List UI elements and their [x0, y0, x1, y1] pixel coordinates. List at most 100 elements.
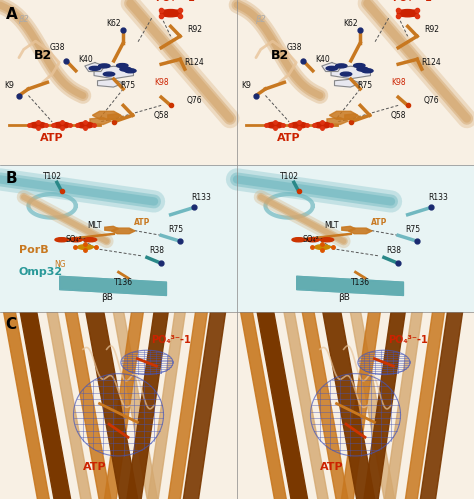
Text: R133: R133 — [428, 193, 448, 202]
Text: PorB: PorB — [19, 245, 48, 255]
Text: MLT: MLT — [88, 221, 102, 230]
Text: T102: T102 — [43, 172, 62, 181]
Text: SO₄²⁻: SO₄²⁻ — [302, 235, 323, 244]
Circle shape — [362, 69, 373, 73]
Text: B: B — [6, 171, 18, 186]
Polygon shape — [348, 228, 372, 234]
Text: G38: G38 — [286, 43, 301, 52]
Circle shape — [306, 238, 319, 242]
Text: Q58: Q58 — [154, 111, 169, 120]
Text: βB: βB — [100, 292, 113, 302]
Text: Q58: Q58 — [391, 111, 406, 120]
Polygon shape — [323, 312, 376, 499]
Text: PO₄³⁻-1: PO₄³⁻-1 — [388, 335, 428, 345]
Text: R75: R75 — [168, 225, 183, 234]
Text: T136: T136 — [114, 278, 133, 287]
Text: Omp32: Omp32 — [19, 267, 63, 277]
Circle shape — [117, 63, 128, 67]
Text: K62: K62 — [344, 18, 358, 27]
Text: R38: R38 — [386, 246, 401, 254]
Text: ATP: ATP — [320, 462, 344, 472]
Text: R124: R124 — [184, 58, 204, 67]
Polygon shape — [20, 312, 72, 499]
Circle shape — [292, 238, 305, 242]
Polygon shape — [90, 118, 111, 124]
Polygon shape — [342, 227, 356, 231]
Text: Q76: Q76 — [187, 96, 202, 105]
Bar — [0, 312, 237, 499]
Polygon shape — [47, 312, 93, 499]
Circle shape — [290, 122, 307, 128]
Polygon shape — [284, 312, 330, 499]
Polygon shape — [86, 312, 139, 499]
Polygon shape — [383, 312, 422, 499]
Text: R75: R75 — [405, 225, 420, 234]
Polygon shape — [167, 312, 207, 499]
Circle shape — [336, 64, 347, 68]
Text: SO₄²⁻: SO₄²⁻ — [65, 235, 86, 244]
Polygon shape — [322, 62, 342, 71]
Text: G38: G38 — [49, 43, 64, 52]
Polygon shape — [94, 66, 134, 79]
Circle shape — [320, 238, 334, 242]
Polygon shape — [302, 312, 349, 499]
Bar — [0, 0, 237, 165]
Text: R92: R92 — [187, 25, 202, 34]
Polygon shape — [111, 228, 135, 234]
Text: PO₄³⁻-1: PO₄³⁻-1 — [155, 0, 195, 3]
Circle shape — [120, 67, 131, 71]
Circle shape — [55, 238, 68, 242]
Circle shape — [314, 122, 331, 128]
Bar — [237, 312, 474, 499]
Text: R124: R124 — [421, 58, 441, 67]
Text: ATP: ATP — [83, 462, 107, 472]
Text: C: C — [6, 317, 17, 332]
Text: PO₄³⁻-1: PO₄³⁻-1 — [392, 0, 432, 3]
Polygon shape — [126, 312, 168, 499]
Circle shape — [266, 122, 283, 128]
Circle shape — [397, 9, 418, 17]
Bar — [0, 165, 237, 312]
Text: K62: K62 — [107, 18, 121, 27]
Text: R75: R75 — [120, 81, 136, 90]
Polygon shape — [65, 312, 112, 499]
Polygon shape — [350, 312, 396, 499]
Text: NG: NG — [55, 259, 66, 268]
Text: T136: T136 — [351, 278, 370, 287]
Text: R92: R92 — [424, 25, 439, 34]
Circle shape — [326, 66, 337, 70]
Text: K98: K98 — [154, 78, 168, 87]
Bar — [237, 165, 474, 312]
Text: ATP: ATP — [40, 133, 64, 143]
Circle shape — [315, 245, 330, 250]
Text: K40: K40 — [315, 55, 330, 64]
Polygon shape — [103, 312, 143, 499]
Polygon shape — [335, 79, 360, 87]
Circle shape — [160, 9, 181, 17]
Text: β2: β2 — [18, 15, 29, 24]
Circle shape — [103, 72, 115, 76]
Polygon shape — [404, 312, 444, 499]
Polygon shape — [3, 312, 51, 499]
Polygon shape — [419, 312, 463, 499]
Circle shape — [29, 122, 46, 128]
Circle shape — [99, 64, 110, 68]
Text: ATP: ATP — [277, 133, 301, 143]
Text: B2: B2 — [271, 49, 289, 62]
Text: K9: K9 — [5, 81, 14, 90]
Text: B2: B2 — [34, 49, 52, 62]
Text: K40: K40 — [78, 55, 93, 64]
Polygon shape — [85, 62, 105, 71]
Text: R75: R75 — [357, 81, 373, 90]
Polygon shape — [257, 312, 309, 499]
Bar — [237, 0, 474, 165]
Circle shape — [357, 67, 368, 71]
Polygon shape — [240, 312, 288, 499]
Text: βB: βB — [337, 292, 350, 302]
Circle shape — [354, 63, 365, 67]
Circle shape — [53, 122, 70, 128]
Text: β2: β2 — [255, 15, 266, 24]
Polygon shape — [113, 312, 159, 499]
Polygon shape — [146, 312, 185, 499]
Text: MLT: MLT — [325, 221, 339, 230]
